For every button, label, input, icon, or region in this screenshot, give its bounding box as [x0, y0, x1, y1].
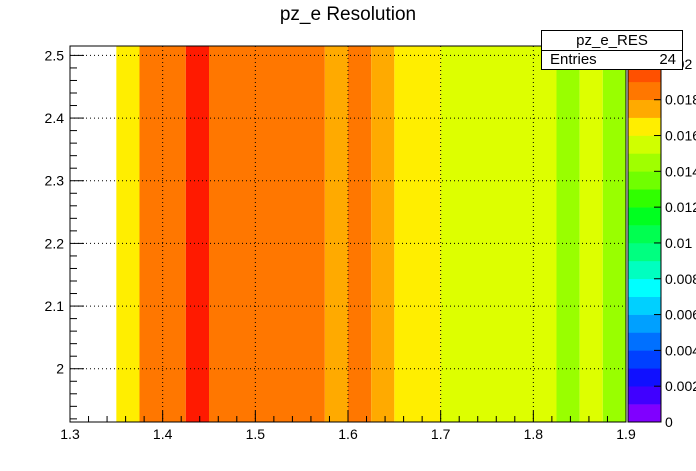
- y-tick-label-5: 2.5: [45, 47, 65, 63]
- y-tick-label-4: 2.4: [45, 110, 65, 126]
- colorbar-swatch-7: [628, 278, 661, 297]
- heatmap-cell-4: [324, 46, 348, 422]
- y-tick-label-1: 2.1: [45, 298, 65, 314]
- heatmap-cell-2: [185, 46, 209, 422]
- heatmap-cell-11: [602, 46, 626, 422]
- x-tick-label-2: 1.5: [246, 426, 266, 442]
- colorbar-swatch-12: [628, 189, 661, 208]
- heatmap-cell-6: [371, 46, 395, 422]
- colorbar-swatch-10: [628, 225, 661, 244]
- heatmap-cell-7: [394, 46, 441, 422]
- colorbar-swatch-16: [628, 117, 661, 136]
- colorbar-swatch-13: [628, 171, 661, 190]
- heatmap-cell-5: [348, 46, 372, 422]
- heatmap-cell-3: [209, 46, 325, 422]
- colorbar-tick-label-1: 0.002: [665, 378, 696, 394]
- stats-entries-label: Entries: [550, 51, 597, 68]
- colorbar-swatch-6: [628, 296, 661, 315]
- stats-entries-value: 24: [659, 51, 676, 68]
- y-tick-label-0: 2: [56, 361, 64, 377]
- stats-box: pz_e_RES Entries 24: [541, 30, 683, 70]
- colorbar-swatch-5: [628, 314, 661, 333]
- colorbar-tick-label-0: 0: [665, 414, 673, 430]
- colorbar-tick-label-4: 0.008: [665, 271, 696, 287]
- x-tick-label-3: 1.6: [338, 426, 358, 442]
- heatmap-cell-8: [440, 46, 557, 422]
- colorbar-swatch-14: [628, 153, 661, 172]
- colorbar-swatch-0: [628, 404, 661, 423]
- y-tick-label-2: 2.2: [45, 235, 65, 251]
- heatmap-cell-9: [556, 46, 580, 422]
- colorbar-swatch-18: [628, 81, 661, 101]
- x-tick-label-0: 1.3: [60, 426, 80, 442]
- colorbar-tick-label-9: 0.018: [665, 92, 696, 108]
- colorbar-swatch-11: [628, 207, 661, 226]
- colorbar-swatch-2: [628, 368, 661, 387]
- colorbar-swatch-4: [628, 332, 661, 351]
- heatmap-cell-10: [579, 46, 603, 422]
- colorbar-tick-label-3: 0.006: [665, 307, 696, 323]
- colorbar: 0 0.002 0.004 0.006 0.008 0.01 0.012 0.014 0.016…: [627, 45, 696, 430]
- colorbar-tick-label-5: 0.01: [665, 235, 692, 251]
- stats-name: pz_e_RES: [542, 31, 682, 51]
- x-tick-label-6: 1.9: [616, 426, 636, 442]
- grid-lines: [70, 46, 626, 422]
- colorbar-swatch-17: [628, 99, 661, 118]
- x-tick-label-1: 1.4: [153, 426, 173, 442]
- colorbar-swatch-1: [628, 386, 661, 405]
- x-tick-label-4: 1.7: [431, 426, 451, 442]
- colorbar-swatch-15: [628, 135, 661, 154]
- colorbar-swatch-3: [628, 350, 661, 369]
- x-tick-label-5: 1.8: [524, 426, 544, 442]
- colorbar-swatch-8: [628, 260, 661, 280]
- axes: 1.3 1.4 1.5 1.6 1.7 1.8 1.9 2 2.1 2.2 2.3 2.4 2.5: [45, 45, 636, 442]
- colorbar-tick-label-7: 0.014: [665, 163, 696, 179]
- chart-title: pz_e Resolution: [279, 4, 417, 25]
- colorbar-tick-label-6: 0.012: [665, 199, 696, 215]
- heatmap-cell-0: [116, 46, 140, 422]
- colorbar-tick-label-8: 0.016: [665, 128, 696, 144]
- colorbar-tick-label-2: 0.004: [665, 342, 696, 358]
- colorbar-swatch-9: [628, 242, 661, 262]
- y-tick-label-3: 2.3: [45, 173, 65, 189]
- heatmap-cells: [116, 46, 626, 422]
